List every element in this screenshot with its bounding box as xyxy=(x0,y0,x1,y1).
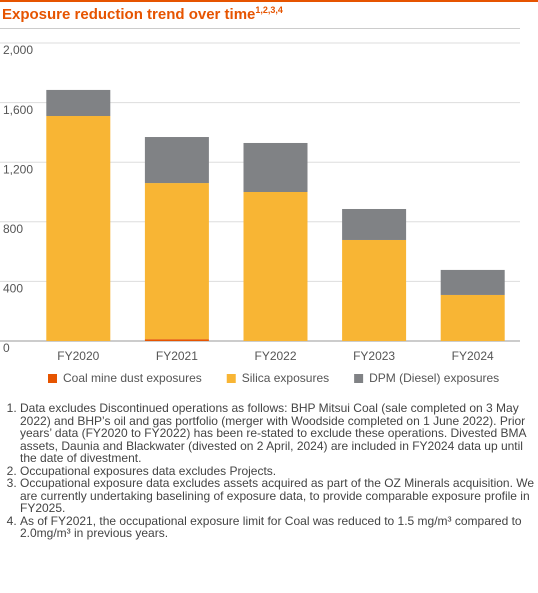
legend-label: DPM (Diesel) exposures xyxy=(369,371,499,385)
footnote: Occupational exposure data excludes asse… xyxy=(20,477,535,515)
x-tick-label: FY2023 xyxy=(353,349,395,363)
y-tick-label: 0 xyxy=(3,341,10,355)
y-tick-label: 2,000 xyxy=(3,43,33,57)
y-tick-label: 400 xyxy=(3,282,23,296)
bar-segment xyxy=(144,137,209,184)
x-tick-label: FY2020 xyxy=(57,349,99,363)
chart: 0 400 800 1,200 1,600 2,000 FY2020 FY2021 FY2022… xyxy=(0,42,520,385)
footnote: As of FY2021, the occupational exposure … xyxy=(20,514,535,540)
title-rule xyxy=(0,28,520,29)
footnote: Data excludes Discontinued operations as… xyxy=(20,402,535,465)
bar-segment xyxy=(440,269,505,295)
y-tick-label: 800 xyxy=(3,222,23,236)
legend-label: Silica exposures xyxy=(242,371,329,385)
footnotes: Data excludes Discontinued operations as… xyxy=(0,402,535,540)
legend-swatch xyxy=(48,374,57,383)
legend-label: Coal mine dust exposures xyxy=(63,371,202,385)
bar-segment xyxy=(46,116,111,341)
chart-title: Exposure reduction trend over time1,2,3,… xyxy=(2,5,283,23)
x-tick-label: FY2024 xyxy=(452,349,494,363)
title-text: Exposure reduction trend over time xyxy=(2,6,256,23)
bar-segment xyxy=(46,89,111,117)
title-note: 1,2,3,4 xyxy=(255,5,283,15)
legend: Coal mine dust exposures Silica exposures… xyxy=(48,371,499,385)
y-tick-label: 1,600 xyxy=(3,103,33,117)
bar-segment xyxy=(144,339,209,341)
y-tick-label: 1,200 xyxy=(3,162,33,176)
bar-segment xyxy=(144,183,209,340)
bar-segment xyxy=(243,142,308,192)
bar-segment xyxy=(440,294,505,341)
footnote: Occupational exposures data excludes Pro… xyxy=(20,464,535,478)
bar-segment xyxy=(342,239,407,341)
bar-segment xyxy=(342,208,407,240)
bar-segment xyxy=(243,192,308,341)
legend-swatch xyxy=(226,374,236,383)
legend-swatch xyxy=(354,374,364,383)
x-tick-label: FY2022 xyxy=(254,349,296,363)
x-tick-label: FY2021 xyxy=(156,349,198,363)
top-rule xyxy=(0,0,538,2)
